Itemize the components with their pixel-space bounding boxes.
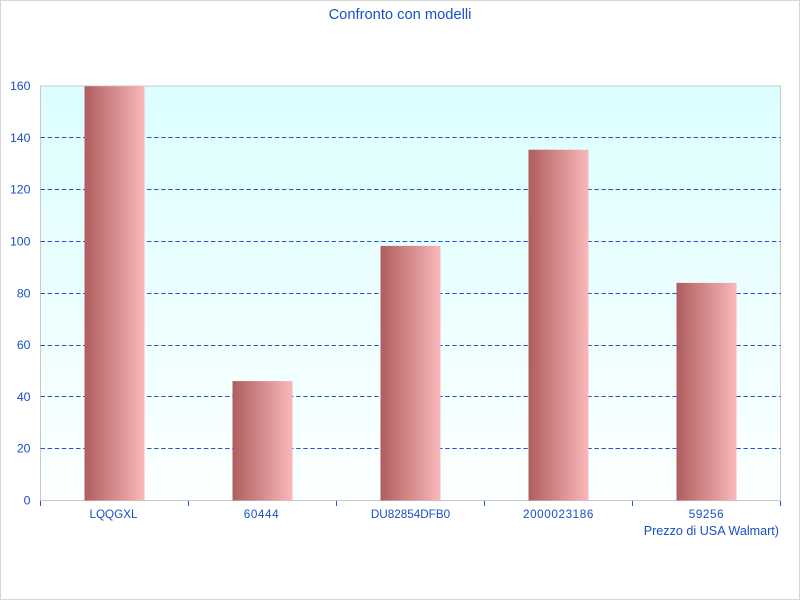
svg-text:2000023186: 2000023186 [523,508,594,521]
svg-text:80: 80 [17,286,31,300]
svg-text:120: 120 [10,183,31,197]
svg-text:60: 60 [17,338,31,352]
svg-text:100: 100 [10,234,31,248]
svg-text:140: 140 [10,131,31,145]
svg-text:DU82854DFB0: DU82854DFB0 [371,508,451,521]
svg-text:60444: 60444 [244,508,280,521]
svg-text:40: 40 [17,390,31,404]
svg-text:0: 0 [24,494,31,508]
svg-text:Confronto con modelli: Confronto con modelli [329,7,472,23]
svg-text:Prezzo di USA Walmart): Prezzo di USA Walmart) [644,524,779,538]
svg-text:59256: 59256 [689,508,725,521]
svg-text:160: 160 [10,79,31,93]
svg-text:20: 20 [17,442,31,456]
svg-text:LQQGXL: LQQGXL [89,508,138,521]
